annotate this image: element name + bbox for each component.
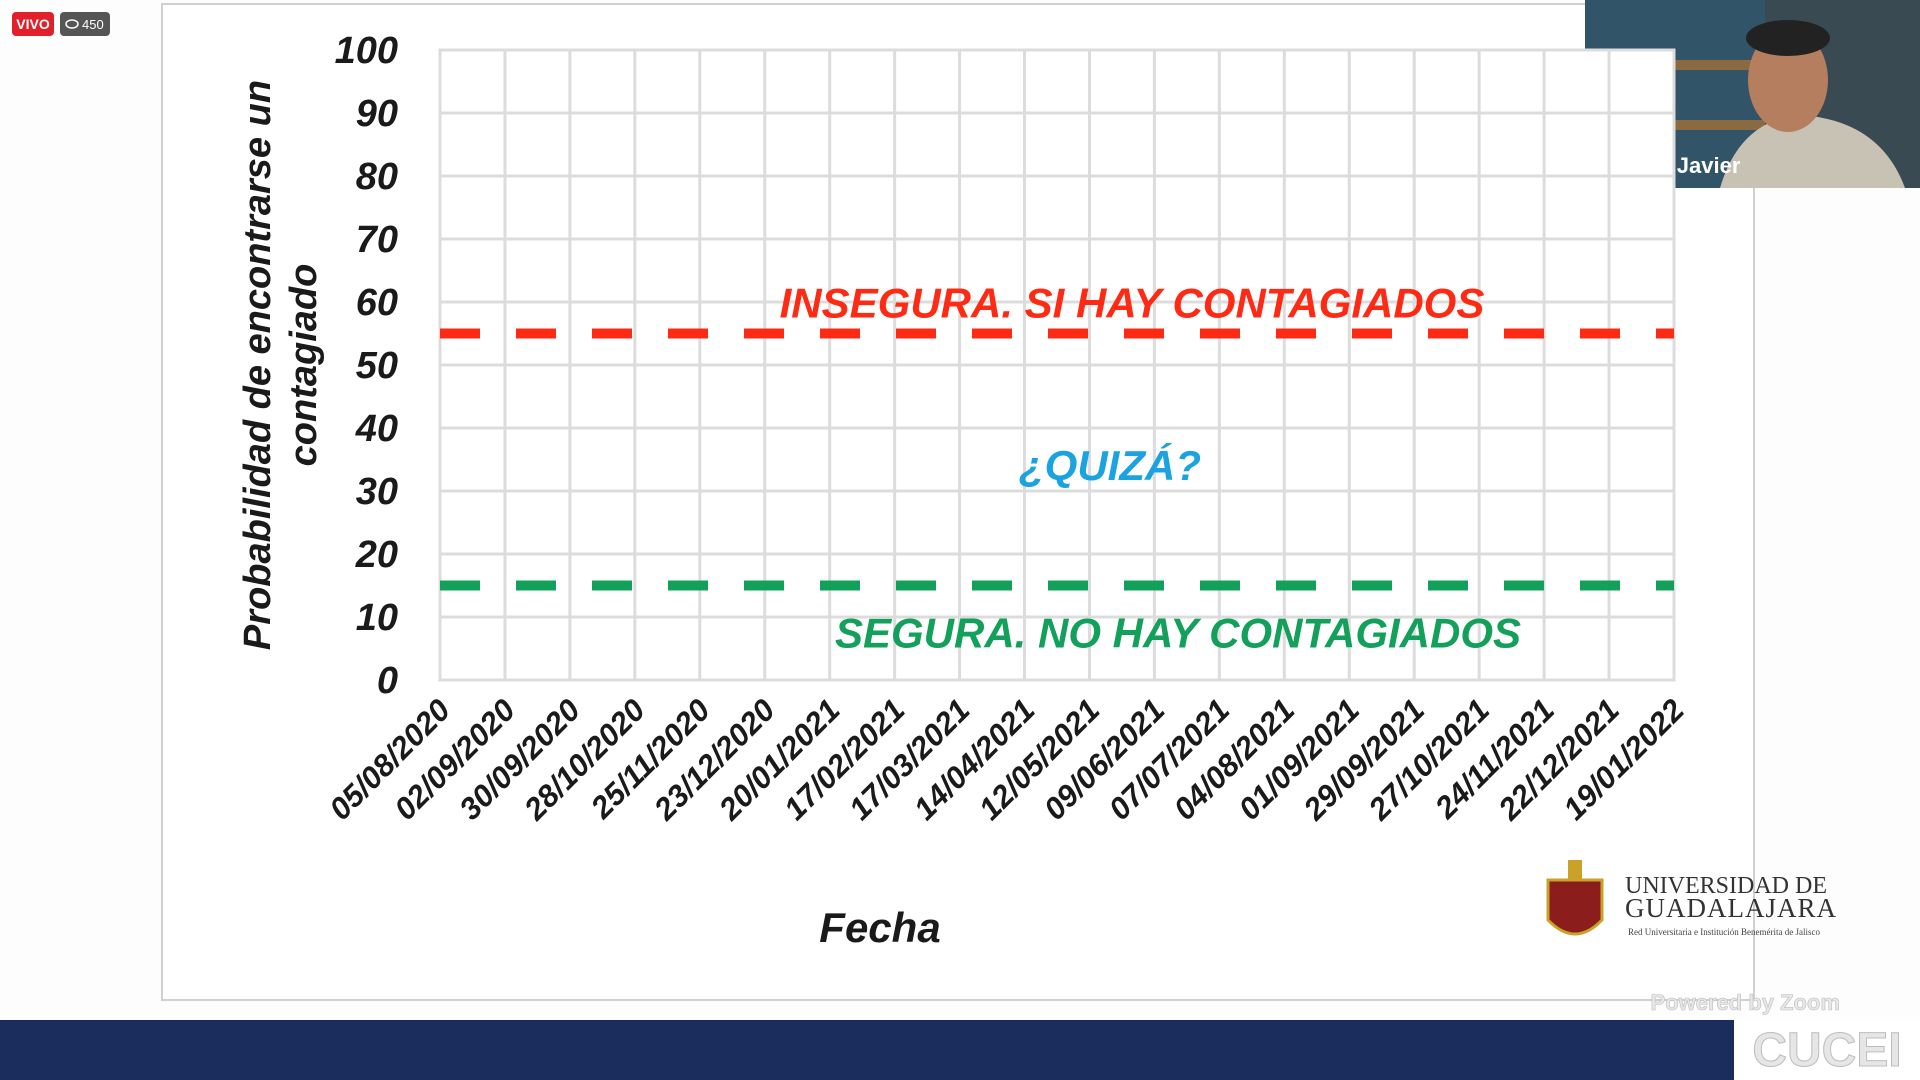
person-hair [1746,20,1830,56]
university-tagline: Red Universitaria e Institución Beneméri… [1628,927,1820,937]
viewer-badge-bg [60,12,110,36]
y-tick-label: 60 [356,282,398,324]
footer-band [0,1020,1920,1080]
series-label: SEGURA. NO HAY CONTAGIADOS [835,610,1521,657]
y-tick-label: 40 [355,408,398,450]
y-tick-label: 50 [356,345,398,387]
y-tick-label: 30 [356,471,398,513]
y-tick-label: 80 [356,156,398,198]
annotation: ¿QUIZÁ? [1019,442,1201,490]
person-body [1720,115,1905,188]
x-axis-title: Fecha [819,904,940,951]
live-badge-bg [12,12,54,36]
y-axis-title-line: Probabilidad de encontrarse un [237,80,279,650]
viewer-count: 450 [82,17,104,32]
university-crest [1546,860,1604,936]
y-tick-label: 20 [355,534,398,576]
y-tick-label: 100 [335,30,398,72]
y-tick-label: 90 [356,93,398,135]
y-tick-label: 70 [356,219,398,261]
eye-icon [65,19,79,29]
person-head [1748,28,1828,132]
y-axis-title-line: contagiado [283,264,325,467]
y-tick-label: 0 [377,660,398,702]
series-label: INSEGURA. SI HAY CONTAGIADOS [780,280,1485,327]
live-badge: VIVO [16,16,50,32]
zoom-watermark: Powered by Zoom [1651,990,1840,1015]
university-name: GUADALAJARA [1625,893,1837,923]
university-name: UNIVERSIDAD DE [1625,873,1827,899]
y-tick-label: 10 [356,597,398,639]
y-axis-title: Probabilidad de encontrarse un contagiado [237,80,325,650]
footer-logo: CUCEI [1752,1024,1901,1077]
footer-logo-box [1734,1020,1920,1080]
